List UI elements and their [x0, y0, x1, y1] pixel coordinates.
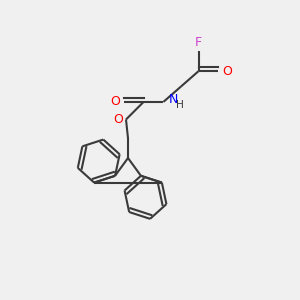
Text: O: O: [113, 113, 123, 126]
Text: O: O: [223, 64, 232, 78]
Text: N: N: [169, 93, 178, 106]
Text: H: H: [176, 100, 184, 110]
Text: O: O: [110, 95, 120, 108]
Text: F: F: [195, 36, 202, 49]
